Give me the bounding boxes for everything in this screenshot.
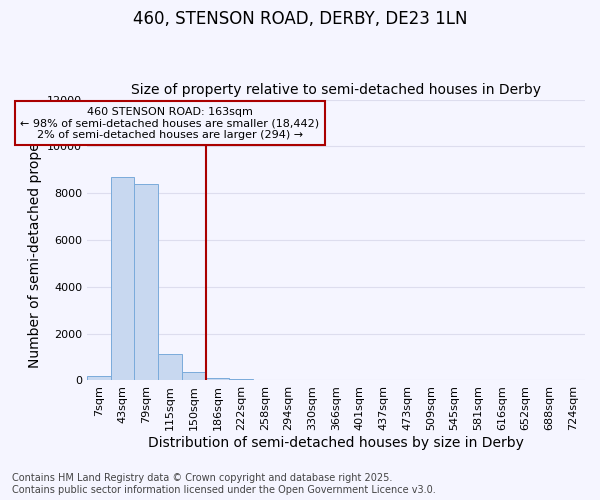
Bar — [158, 354, 182, 380]
Bar — [134, 184, 158, 380]
Text: Contains HM Land Registry data © Crown copyright and database right 2025.
Contai: Contains HM Land Registry data © Crown c… — [12, 474, 436, 495]
Title: Size of property relative to semi-detached houses in Derby: Size of property relative to semi-detach… — [131, 83, 541, 97]
Bar — [182, 372, 206, 380]
Y-axis label: Number of semi-detached properties: Number of semi-detached properties — [28, 112, 41, 368]
Text: 460 STENSON ROAD: 163sqm
← 98% of semi-detached houses are smaller (18,442)
2% o: 460 STENSON ROAD: 163sqm ← 98% of semi-d… — [20, 106, 320, 140]
X-axis label: Distribution of semi-detached houses by size in Derby: Distribution of semi-detached houses by … — [148, 436, 524, 450]
Text: 460, STENSON ROAD, DERBY, DE23 1LN: 460, STENSON ROAD, DERBY, DE23 1LN — [133, 10, 467, 28]
Bar — [206, 378, 229, 380]
Bar — [111, 177, 134, 380]
Bar — [87, 376, 111, 380]
Bar — [229, 379, 253, 380]
